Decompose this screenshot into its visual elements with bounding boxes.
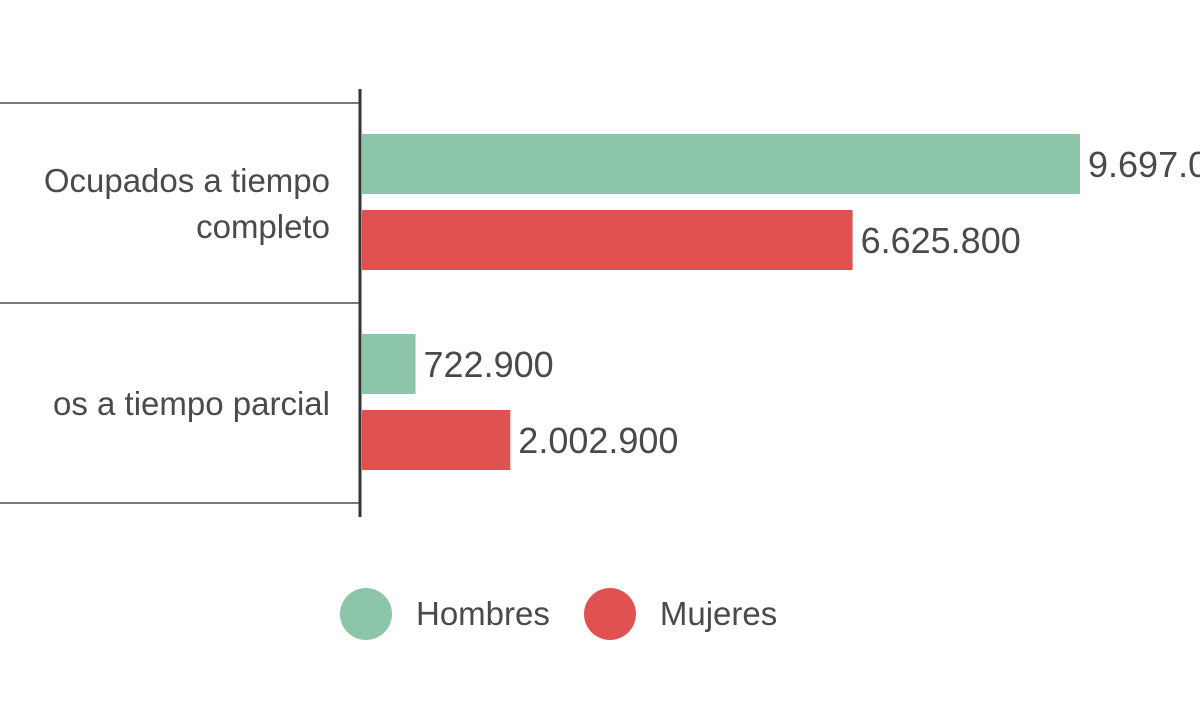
- category-frame: [0, 89, 362, 517]
- bar-chart: Ocupados a tiempo completo 9.697.0 6.625.80…: [0, 89, 1200, 517]
- category-label: os a tiempo parcial: [53, 385, 330, 422]
- bar-hombres: [362, 134, 1080, 194]
- bar-hombres: [362, 334, 416, 394]
- legend-swatch-mujeres: [583, 588, 636, 640]
- bar-mujeres: [362, 210, 853, 270]
- data-label: 6.625.800: [861, 220, 1021, 261]
- bar-mujeres: [362, 410, 511, 470]
- category-label: completo: [196, 208, 330, 245]
- legend-label-hombres: Hombres: [416, 595, 550, 632]
- category-label: Ocupados a tiempo: [44, 162, 330, 199]
- labels-group: Ocupados a tiempo completo 9.697.0 6.625.80…: [44, 144, 1200, 461]
- legend: Hombres Mujeres: [340, 588, 811, 640]
- legend-swatch-hombres: [340, 588, 392, 640]
- legend-label-mujeres: Mujeres: [659, 595, 778, 632]
- data-label: 2.002.900: [518, 420, 678, 461]
- legend-item-hombres: Hombres: [340, 588, 550, 640]
- legend-item-mujeres: Mujeres: [583, 588, 778, 640]
- bars-group: [362, 134, 1080, 470]
- data-label: 9.697.0: [1088, 144, 1200, 185]
- data-label: 722.900: [424, 344, 554, 385]
